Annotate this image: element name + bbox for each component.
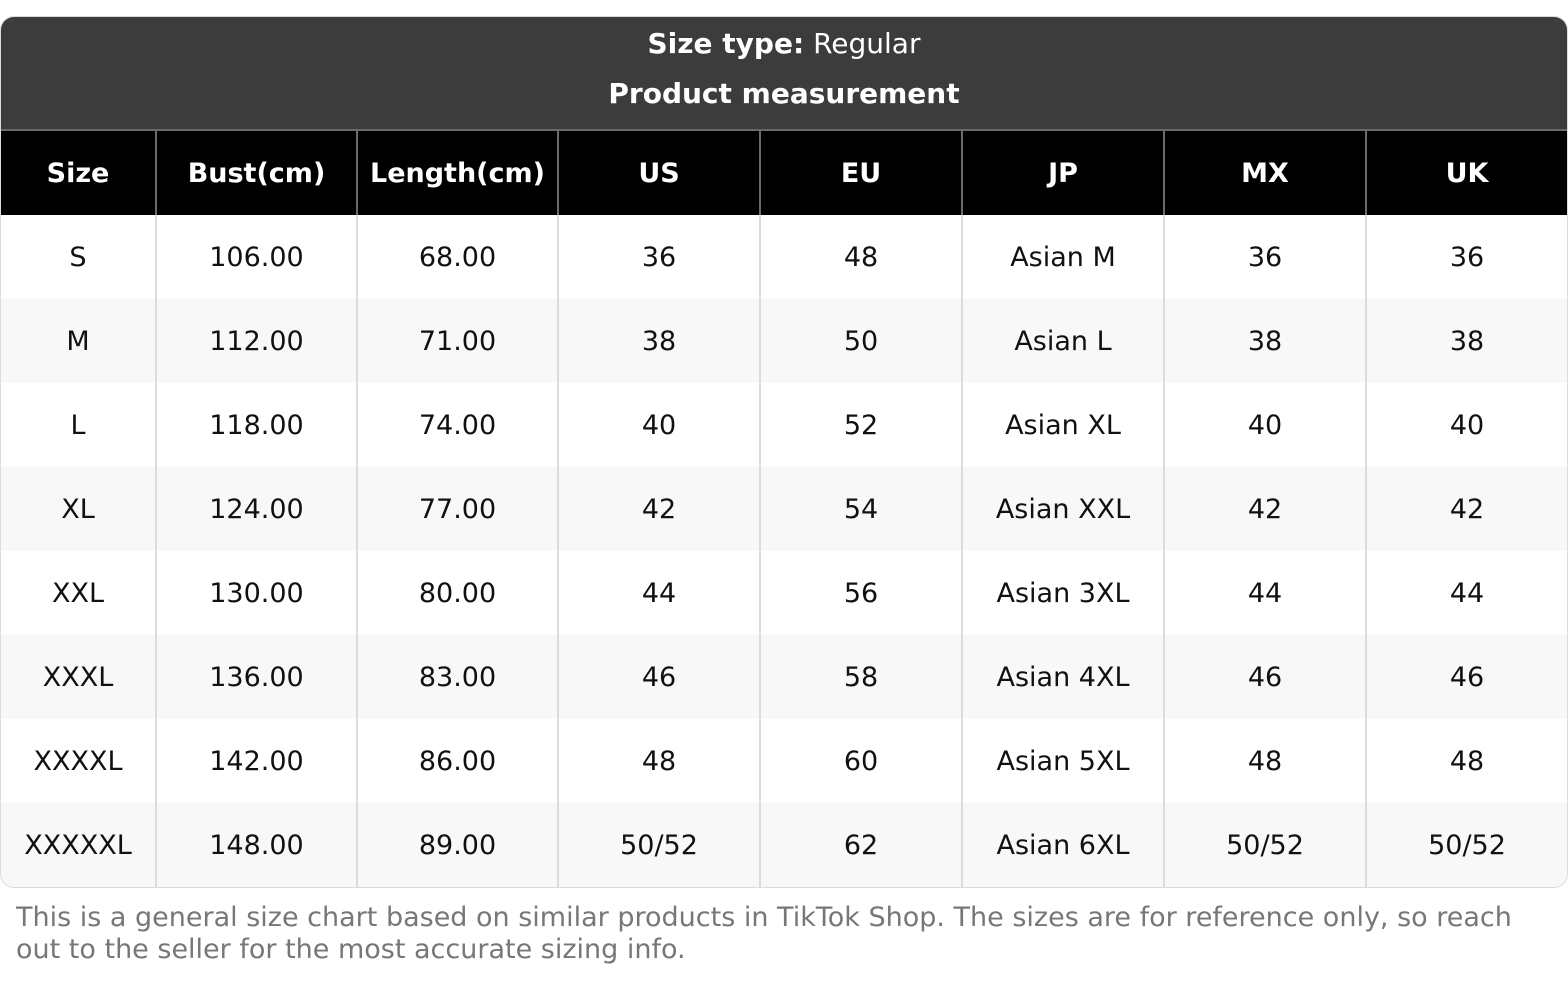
size-type: Size type: Regular — [1, 17, 1567, 73]
table-cell: 42 — [1365, 467, 1567, 551]
table-cell: 130.00 — [155, 551, 357, 635]
table-row: S 106.00 68.00 36 48 Asian M 36 36 — [1, 215, 1567, 299]
table-cell: 46 — [1365, 635, 1567, 719]
table-cell: Asian XL — [961, 383, 1164, 467]
table-cell: 83.00 — [356, 635, 558, 719]
table-cell: 48 — [557, 719, 760, 803]
table-cell: XXXL — [1, 635, 156, 719]
table-cell: 71.00 — [356, 299, 558, 383]
table-cell: L — [70, 409, 86, 441]
table-cell: 74.00 — [356, 383, 558, 467]
table-row: XXXXL 142.00 86.00 48 60 Asian 5XL 48 48 — [1, 719, 1567, 803]
table-cell: 77.00 — [356, 467, 558, 551]
table-cell: XL — [1, 467, 156, 551]
size-table: Size Bust(cm) Length(cm) US EU JP MX UK S 106.00… — [1, 131, 1567, 887]
column-header: Length(cm) — [356, 131, 558, 215]
table-cell: S — [69, 241, 87, 273]
table-cell: 38 — [1365, 299, 1567, 383]
column-header: JP — [961, 131, 1164, 215]
column-header: UK — [1365, 131, 1567, 215]
column-header: US — [557, 131, 760, 215]
size-type-value: Regular — [813, 27, 921, 60]
table-cell: XXL — [51, 577, 105, 609]
table-cell: 118.00 — [155, 383, 357, 467]
table-cell: 56 — [759, 551, 962, 635]
table-cell: 68.00 — [356, 215, 558, 299]
table-cell: 36 — [1365, 215, 1567, 299]
size-type-label: Size type: — [647, 27, 805, 60]
table-cell: 86.00 — [356, 719, 558, 803]
table-cell: 50/52 — [1365, 803, 1567, 887]
table-cell: 89.00 — [356, 803, 558, 887]
table-row: L 118.00 74.00 40 52 Asian XL 40 40 — [1, 383, 1567, 467]
table-cell: 44 — [557, 551, 760, 635]
table-cell: 40 — [1365, 383, 1567, 467]
table-cell: Asian 4XL — [961, 635, 1164, 719]
table-cell: 44 — [1365, 551, 1567, 635]
table-cell: Asian L — [961, 299, 1164, 383]
table-header-row: Size Bust(cm) Length(cm) US EU JP MX UK — [1, 131, 1567, 215]
table-cell: 42 — [1163, 467, 1366, 551]
column-header: MX — [1163, 131, 1366, 215]
section-title: Product measurement — [608, 77, 960, 110]
table-cell: 46 — [557, 635, 760, 719]
table-cell: 48 — [1163, 719, 1366, 803]
size-chart-card: Size type: Regular Product measurement S… — [0, 16, 1568, 888]
table-cell: 38 — [1163, 299, 1366, 383]
table-cell: Asian 5XL — [961, 719, 1164, 803]
table-cell: Asian XXL — [961, 467, 1164, 551]
table-cell: 60 — [759, 719, 962, 803]
table-cell: 136.00 — [155, 635, 357, 719]
table-cell: 40 — [1163, 383, 1366, 467]
table-cell: 62 — [759, 803, 962, 887]
table-cell: Asian 3XL — [961, 551, 1164, 635]
disclaimer-note: This is a general size chart based on si… — [16, 902, 1512, 965]
table-cell: XXXXL — [33, 745, 123, 777]
table-row: XXXL 136.00 83.00 46 58 Asian 4XL 46 46 — [1, 635, 1567, 719]
table-cell: 40 — [557, 383, 760, 467]
table-row: XL 124.00 77.00 42 54 Asian XXL 42 42 — [1, 467, 1567, 551]
table-cell: 36 — [557, 215, 760, 299]
table-cell: 80.00 — [356, 551, 558, 635]
table-cell: 148.00 — [155, 803, 357, 887]
column-header: Size — [1, 131, 156, 215]
column-header: Bust(cm) — [155, 131, 357, 215]
table-cell: 42 — [557, 467, 760, 551]
table-cell: 58 — [759, 635, 962, 719]
table-row: XXXXXL 148.00 89.00 50/52 62 Asian 6XL 50/52 50… — [1, 803, 1567, 887]
table-cell: 106.00 — [155, 215, 357, 299]
table-row: XXL 130.00 80.00 44 56 Asian 3XL 44 44 — [1, 551, 1567, 635]
table-cell: 38 — [557, 299, 760, 383]
table-row: M 112.00 71.00 38 50 Asian L 38 38 — [1, 299, 1567, 383]
table-cell: 50/52 — [557, 803, 760, 887]
table-cell: 48 — [759, 215, 962, 299]
table-cell: 44 — [1163, 551, 1366, 635]
table-cell: 124.00 — [155, 467, 357, 551]
table-cell: M — [1, 299, 156, 383]
table-cell: 48 — [1365, 719, 1567, 803]
table-cell: Asian M — [961, 215, 1164, 299]
column-header: EU — [759, 131, 962, 215]
table-cell: 112.00 — [155, 299, 357, 383]
size-chart-header: Size type: Regular Product measurement — [1, 17, 1567, 131]
table-cell: 52 — [759, 383, 962, 467]
table-cell: Asian 6XL — [961, 803, 1164, 887]
table-cell: XXXXXL — [1, 803, 156, 887]
table-cell: 36 — [1163, 215, 1366, 299]
table-cell: 142.00 — [155, 719, 357, 803]
table-cell: 50/52 — [1163, 803, 1366, 887]
table-cell: 50 — [759, 299, 962, 383]
table-cell: 46 — [1163, 635, 1366, 719]
table-cell: 54 — [759, 467, 962, 551]
